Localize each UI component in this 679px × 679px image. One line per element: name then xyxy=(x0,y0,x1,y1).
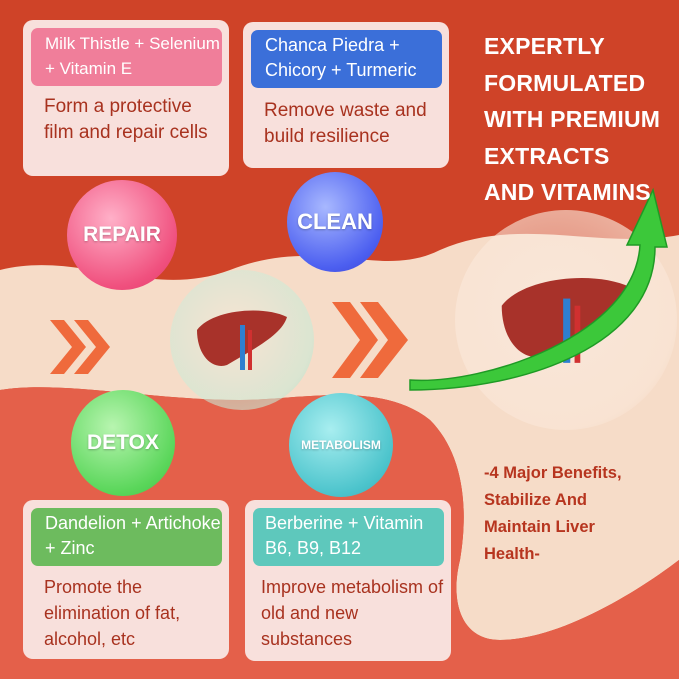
liver-icon xyxy=(197,310,287,370)
card-body: Remove waste and build resilience xyxy=(264,100,427,147)
sphere-clean: CLEAN xyxy=(287,172,383,272)
curved-arrow-icon xyxy=(409,187,668,391)
chevron-right-icon xyxy=(50,320,110,374)
card-body: Form a protective film and repair cells xyxy=(44,96,208,143)
card-header: Milk Thistle + Selenium + Vitamin E xyxy=(31,28,222,86)
sphere-metabolism: METABOLISM xyxy=(289,393,393,497)
headline: EXPERTLY FORMULATED WITH PREMIUM EXTRACT… xyxy=(484,33,661,205)
card-clean: Chanca Piedra + Chicory + Turmeric Remov… xyxy=(243,22,449,168)
card-header: Dandelion + Artichoke + Zinc xyxy=(31,508,222,566)
tagline: -4 Major Benefits, Stabilize And Maintai… xyxy=(484,464,622,563)
sphere-label: METABOLISM xyxy=(301,438,381,452)
card-header: Berberine + Vitamin B6, B9, B12 xyxy=(253,508,444,566)
card-repair: Milk Thistle + Selenium + Vitamin E Form… xyxy=(23,20,229,176)
card-metabolism: Berberine + Vitamin B6, B9, B12 Improve … xyxy=(245,500,451,661)
chevron-right-icon xyxy=(332,302,408,378)
card-body: Promote the elimination of fat, alcohol,… xyxy=(44,577,181,649)
sphere-label: REPAIR xyxy=(83,223,161,246)
sphere-label: DETOX xyxy=(87,431,159,454)
sphere-label: CLEAN xyxy=(297,209,373,234)
liver-sphere-small xyxy=(170,270,314,410)
sphere-repair: REPAIR xyxy=(67,180,177,290)
card-header: Chanca Piedra + Chicory + Turmeric xyxy=(251,30,442,88)
card-detox: Dandelion + Artichoke + Zinc Promote the… xyxy=(23,500,229,659)
sphere-detox: DETOX xyxy=(71,390,175,496)
card-body: Improve metabolism of old and new substa… xyxy=(261,577,444,649)
